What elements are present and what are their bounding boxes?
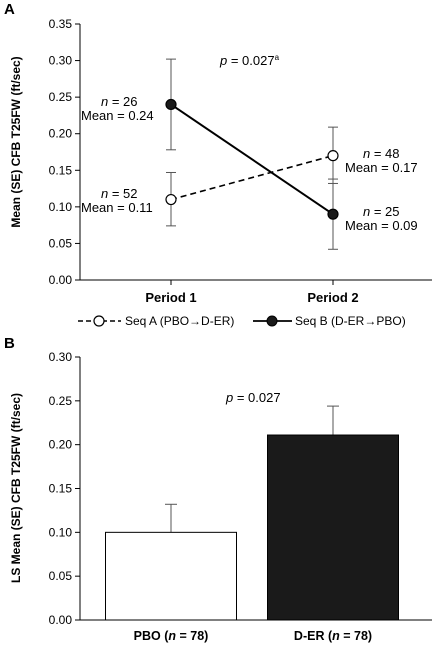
annotation-mean: Mean = 0.11: [81, 200, 153, 215]
p-value-symbol: p: [219, 53, 227, 68]
y-tick-label: 0.10: [49, 200, 73, 214]
annotation-n: n = 52: [101, 186, 138, 201]
y-tick-label: 0.10: [49, 525, 73, 539]
bar-label: D-ER (n = 78): [294, 629, 372, 643]
panel-a-label: A: [4, 1, 15, 18]
legend-marker-seq-a: [93, 315, 105, 327]
y-tick-label: 0.05: [49, 569, 73, 583]
panel-a-x-ticks: [170, 280, 334, 285]
panel-b-label: B: [4, 335, 15, 352]
annotation-mean: Mean = 0.09: [345, 218, 418, 233]
y-tick-label: 0.15: [49, 163, 73, 177]
panel-a-plot: [165, 58, 339, 250]
legend-label-seq-a: Seq A (PBO→D-ER): [125, 314, 234, 328]
legend-label-seq-b: Seq B (D-ER→PBO): [295, 314, 406, 328]
y-tick-label: 0.20: [49, 127, 73, 141]
y-tick-label: 0.00: [49, 273, 73, 287]
annotation-n: n = 26: [101, 94, 138, 109]
panel-b: B LS Mean (SE) CFB T25FW (ft/sec) 0.000.…: [4, 335, 432, 643]
y-tick-label: 0.00: [49, 613, 73, 627]
annotation-n: n = 25: [363, 204, 400, 219]
annotation-n: n = 48: [363, 146, 400, 161]
panel-a-category-label: Period 1: [145, 290, 196, 305]
p-value-text: = 0.027: [227, 53, 274, 68]
panel-b-plot: [105, 405, 399, 621]
y-tick-label: 0.30: [49, 54, 73, 68]
panel-b-y-axis-label: LS Mean (SE) CFB T25FW (ft/sec): [9, 393, 23, 583]
data-point-seq-b: [327, 208, 339, 220]
data-point-seq-b: [165, 98, 177, 111]
panel-a-legend: Seq A (PBO→D-ER) Seq B (D-ER→PBO): [78, 314, 406, 328]
data-point-seq-a: [327, 150, 339, 162]
bar-pbo: [105, 531, 237, 621]
panel-a: A Mean (SE) CFB T25FW (ft/sec) 0.000.050…: [4, 1, 432, 328]
panel-a-y-ticks: 0.00 0.05 0.10 0.15 0.20 0.25 0.30 0.35: [49, 17, 80, 287]
bar-d-er: [267, 434, 399, 621]
annotation-mean: Mean = 0.24: [81, 108, 154, 123]
legend-marker-seq-b: [266, 315, 278, 327]
panel-a-y-axis-label: Mean (SE) CFB T25FW (ft/sec): [9, 56, 23, 227]
panel-b-y-ticks: 0.00 0.05 0.10 0.15 0.20 0.25 0.30: [49, 350, 80, 627]
y-tick-label: 0.30: [49, 350, 73, 364]
panel-b-p-value: p = 0.027: [225, 390, 281, 405]
panel-a-category-label: Period 2: [307, 290, 358, 305]
y-tick-label: 0.25: [49, 394, 73, 408]
p-value-symbol: p: [225, 390, 233, 405]
p-value-text: = 0.027: [233, 390, 280, 405]
series-line-seq-a: [170, 154, 334, 201]
y-tick-label: 0.35: [49, 17, 73, 31]
y-tick-label: 0.15: [49, 482, 73, 496]
p-value-superscript: a: [275, 53, 280, 62]
annotation-mean: Mean = 0.17: [345, 160, 418, 175]
data-point-seq-a: [165, 193, 177, 206]
panel-a-p-value: p = 0.027a: [219, 53, 280, 68]
bar-label: PBO (n = 78): [134, 629, 209, 643]
y-tick-label: 0.20: [49, 438, 73, 452]
y-tick-label: 0.25: [49, 90, 73, 104]
y-tick-label: 0.05: [49, 236, 73, 250]
series-line-seq-b: [170, 103, 334, 215]
